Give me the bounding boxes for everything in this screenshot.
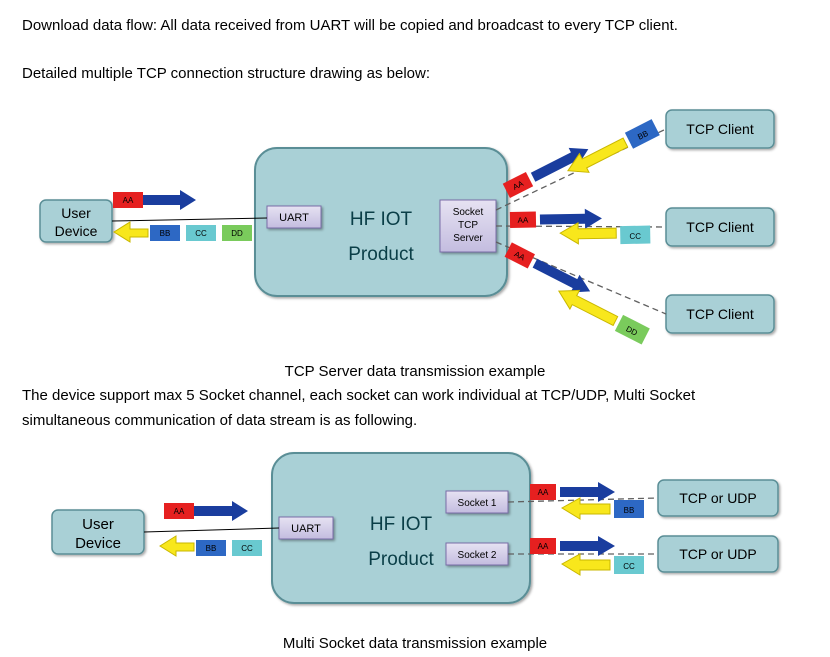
socket-tcp-l1: Socket: [453, 207, 484, 218]
branch-2-2: AA CC: [530, 536, 644, 575]
caption-1: TCP Server data transmission example: [285, 363, 546, 380]
svg-text:AA: AA: [538, 542, 549, 551]
user-device-l2: Device: [55, 223, 98, 239]
uart-label-2: UART: [291, 523, 321, 535]
branch-2-1: AA BB: [530, 482, 644, 519]
para-3a: The device support max 5 Socket channel,…: [22, 387, 696, 404]
svg-text:DD: DD: [231, 229, 243, 238]
page-canvas: Download data flow: All data received fr…: [0, 0, 830, 657]
hf-iot-label: HF IOT: [350, 209, 413, 230]
svg-text:CC: CC: [629, 232, 641, 241]
svg-text:AA: AA: [538, 488, 549, 497]
svg-text:BB: BB: [206, 544, 217, 553]
product-label: Product: [348, 244, 414, 265]
user-device-2-l1: User: [82, 516, 114, 533]
svg-text:CC: CC: [241, 544, 253, 553]
tag-bb-left: BB: [150, 225, 180, 241]
tcp-client-2-label: TCP Client: [686, 219, 754, 235]
tag-cc-left-2: CC: [232, 540, 262, 556]
socket2-label: Socket 2: [458, 550, 497, 561]
hf-iot-label-2: HF IOT: [370, 514, 433, 535]
tcp-udp-1-label: TCP or UDP: [679, 490, 757, 506]
diagram-multi-socket: HF IOT Product UART Socket 1 Socket 2 Us…: [52, 453, 778, 603]
branch-3: AA DD: [497, 241, 657, 346]
tag-bb-left-2: BB: [196, 540, 226, 556]
tcp-client-3-label: TCP Client: [686, 306, 754, 322]
branch-1: AA BB: [502, 108, 660, 209]
user-device-l1: User: [61, 205, 91, 221]
tag-dd-left: DD: [222, 225, 252, 241]
tcp-udp-2-label: TCP or UDP: [679, 546, 757, 562]
svg-text:CC: CC: [623, 562, 635, 571]
uart-label: UART: [279, 212, 309, 224]
product-label-2: Product: [368, 549, 434, 570]
svg-text:BB: BB: [624, 506, 635, 515]
tag-cc-left: CC: [186, 225, 216, 241]
tag-aa-left: AA: [113, 192, 143, 208]
intro-para-2: Detailed multiple TCP connection structu…: [22, 65, 430, 82]
svg-text:AA: AA: [518, 216, 529, 225]
diagram-tcp-server: HF IOT Product UART Socket TCP Server Us…: [40, 108, 774, 345]
arrow-yellow-left: [114, 222, 148, 242]
tcp-client-1-label: TCP Client: [686, 121, 754, 137]
arrow-blue-left-2: [194, 501, 248, 521]
link-user-uart: [112, 218, 267, 221]
socket1-label: Socket 1: [458, 498, 497, 509]
socket-tcp-l2: TCP: [458, 220, 478, 231]
socket-tcp-l3: Server: [453, 233, 483, 244]
arrow-blue-left: [143, 190, 196, 210]
tag-aa-left-2: AA: [164, 503, 194, 519]
user-device-2-l2: Device: [75, 535, 121, 552]
link-user-uart-2: [144, 528, 279, 532]
svg-text:CC: CC: [195, 229, 207, 238]
caption-2: Multi Socket data transmission example: [283, 635, 547, 652]
arrow-yellow-left-2: [160, 536, 194, 556]
para-3b: simultaneous communication of data strea…: [22, 412, 417, 429]
svg-text:AA: AA: [123, 196, 134, 205]
intro-para-1: Download data flow: All data received fr…: [22, 17, 678, 34]
svg-text:AA: AA: [174, 507, 185, 516]
svg-text:BB: BB: [160, 229, 171, 238]
